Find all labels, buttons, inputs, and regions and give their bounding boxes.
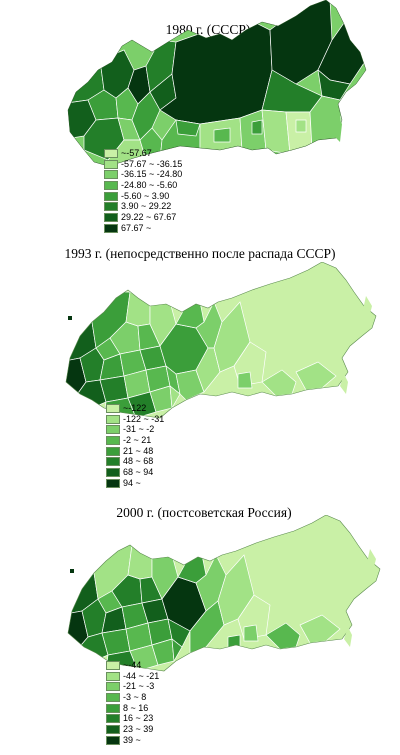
legend-label: 39 ~ [123,734,141,745]
legend-label: -21 ~ -3 [123,681,155,692]
legend-swatch [104,191,118,201]
legend-swatch [104,159,118,169]
legend-label: ~-44 [123,660,142,670]
legend-label: ~-122 [123,403,147,413]
legend-swatch [106,478,120,488]
legend-label: 21 ~ 48 [123,445,154,456]
choropleth-map-2000 [67,515,381,672]
legend-swatch [106,414,120,424]
legend-label: -44 ~ -21 [123,670,160,681]
legend-label: 48 ~ 68 [123,456,154,467]
legend-swatch [106,693,120,703]
choropleth-map-1980 [67,0,367,167]
legend-swatch [104,213,118,223]
legend-label: 8 ~ 16 [123,702,149,713]
legend-label: 67.67 ~ [121,222,152,233]
legend-swatch [106,725,120,735]
legend-swatch [106,404,120,413]
legend-swatch [106,468,120,478]
legend-label: ~-57.67 [121,148,152,158]
legend-swatch [106,425,120,435]
legend-label: 23 ~ 39 [123,724,154,735]
legend-label: -122 ~ -31 [123,413,165,424]
legend-swatch [106,457,120,467]
legend-label: -31 ~ -2 [123,424,155,435]
map-title-1993: 1993 г. (непосредственно после распада С… [64,246,336,261]
legend-label: -2 ~ 21 [123,435,152,446]
legend-swatch [106,436,120,446]
choropleth-map-1993 [65,262,377,419]
legend-label: 68 ~ 94 [123,467,154,478]
legend-label: -3 ~ 8 [123,692,147,703]
legend-swatch [106,661,120,670]
legend-swatch [106,446,120,456]
legend-swatch [106,714,120,724]
legend-swatch [104,170,118,180]
legend-label: 3.90 ~ 29.22 [121,201,172,212]
legend-swatch [104,223,118,233]
legend-label: -36.15 ~ -24.80 [121,169,183,180]
legend-label: 29.22 ~ 67.67 [121,212,177,223]
legend-swatch [106,735,120,745]
map-title-2000: 2000 г. (постсоветская Россия) [116,505,292,520]
legend-swatch [104,181,118,191]
legend-swatch [104,149,118,158]
legend-swatch [106,682,120,692]
legend-label: -24.80 ~ -5.60 [121,180,178,191]
legend-swatch [106,703,120,713]
legend-label: 16 ~ 23 [123,713,154,724]
legend-swatch [106,671,120,681]
legend-swatch [104,202,118,212]
legend-label: 94 ~ [123,477,141,488]
legend-label: -57.67 ~ -36.15 [121,158,183,169]
legend-label: -5.60 ~ 3.90 [121,190,170,201]
